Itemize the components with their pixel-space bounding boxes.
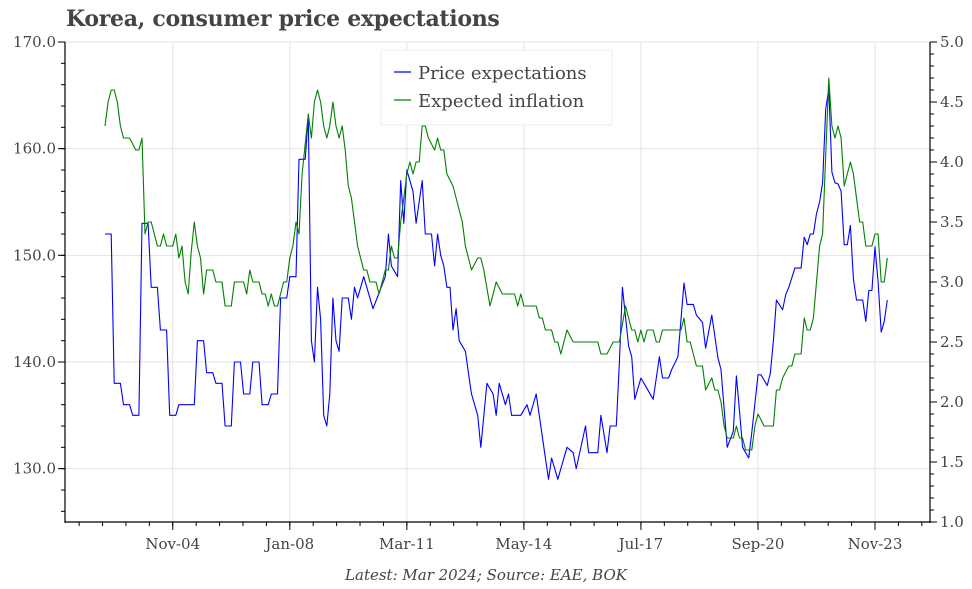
y-right-tick-label: 5.0 — [940, 33, 964, 51]
source-note: Latest: Mar 2024; Source: EAE, BOK — [345, 566, 627, 584]
legend-box — [380, 49, 613, 126]
y-left-tick-label: 160.0 — [13, 140, 56, 158]
x-tick-label: May-14 — [495, 535, 552, 553]
x-tick-label: Mar-11 — [379, 535, 435, 553]
chart-title: Korea, consumer price expectations — [66, 6, 500, 32]
x-tick-label: Sep-20 — [731, 535, 784, 553]
y-right-tick-label: 2.0 — [940, 393, 964, 411]
y-right-tick-label: 2.5 — [940, 333, 964, 351]
y-left-tick-label: 150.0 — [13, 246, 56, 264]
x-tick-label: Nov-04 — [145, 535, 200, 553]
y-right-tick-label: 4.5 — [940, 93, 964, 111]
legend-label: Price expectations — [418, 63, 587, 84]
y-left-tick-label: 170.0 — [13, 33, 56, 51]
y-right-tick-label: 3.0 — [940, 273, 964, 291]
series-line-price-expectations — [105, 88, 888, 480]
y-left-tick-label: 140.0 — [13, 353, 56, 371]
y-right-tick-label: 1.5 — [940, 453, 964, 471]
y-right-tick-label: 4.0 — [940, 153, 964, 171]
x-tick-label: Jul-17 — [617, 535, 664, 553]
y-right-tick-label: 3.5 — [940, 213, 964, 231]
x-tick-label: Nov-23 — [848, 535, 903, 553]
series-line-expected-inflation — [104, 77, 888, 451]
legend-label: Expected inflation — [418, 91, 585, 112]
x-tick-label: Jan-08 — [263, 535, 314, 553]
y-left-tick-label: 130.0 — [13, 460, 56, 478]
y-right-tick-label: 1.0 — [940, 513, 964, 531]
